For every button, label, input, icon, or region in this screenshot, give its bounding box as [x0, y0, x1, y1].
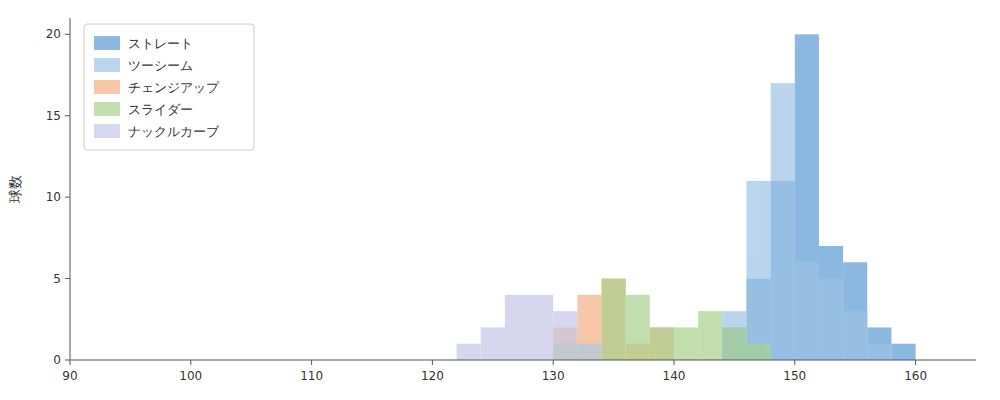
- series: [553, 279, 770, 360]
- bars: [457, 34, 916, 360]
- x-tick: [553, 360, 554, 365]
- y-tick-label: 5: [53, 272, 61, 286]
- bar: [602, 279, 626, 360]
- series: [722, 83, 891, 360]
- bar: [553, 311, 577, 360]
- x-tick: [915, 360, 916, 365]
- legend-label: ツーシーム: [128, 58, 193, 73]
- bar: [891, 344, 915, 360]
- series: [457, 295, 602, 360]
- y-tick: [65, 197, 70, 198]
- legend-swatch: [94, 124, 120, 138]
- x-tick-label: 150: [783, 369, 806, 383]
- x-tick-label: 160: [904, 369, 927, 383]
- bar: [505, 295, 529, 360]
- legend-label: チェンジアップ: [128, 80, 220, 95]
- bar: [457, 344, 481, 360]
- series: [553, 279, 674, 360]
- bar: [626, 295, 650, 360]
- y-tick-label: 15: [46, 109, 61, 123]
- y-tick: [65, 360, 70, 361]
- bar: [746, 344, 770, 360]
- x-tick: [311, 360, 312, 365]
- bar: [529, 295, 553, 360]
- legend-swatch: [94, 80, 120, 94]
- x-axis-line: [70, 360, 976, 361]
- y-axis-label: 球数: [7, 175, 23, 203]
- bar: [867, 344, 891, 360]
- x-tick: [674, 360, 675, 365]
- legend-swatch: [94, 36, 120, 50]
- bar: [722, 311, 746, 360]
- legend-swatch: [94, 102, 120, 116]
- bar: [819, 279, 843, 360]
- bar: [698, 311, 722, 360]
- bar: [795, 262, 819, 360]
- bar: [674, 327, 698, 360]
- y-tick: [65, 115, 70, 116]
- x-tick: [190, 360, 191, 365]
- legend: ストレートツーシームチェンジアップスライダーナックルカーブ: [84, 24, 254, 150]
- chart: 90 100 110 120 130 140 150 160 0 5 10 15 20 球数 ストレートツー…: [0, 0, 1000, 400]
- bar: [746, 181, 770, 360]
- legend-swatch: [94, 58, 120, 72]
- bar: [577, 344, 601, 360]
- bar: [819, 246, 843, 360]
- y-tick: [65, 34, 70, 35]
- x-tick: [70, 360, 71, 365]
- bar: [650, 327, 674, 360]
- x-tick: [432, 360, 433, 365]
- x-tick-label: 120: [421, 369, 444, 383]
- y-axis-line: [70, 18, 71, 360]
- legend-box: [84, 24, 254, 150]
- y-tick-label: 10: [46, 190, 61, 204]
- y-tick-label: 0: [53, 353, 61, 367]
- bar: [867, 327, 891, 360]
- bar: [771, 83, 795, 360]
- bar: [577, 344, 601, 360]
- series: [722, 34, 915, 360]
- bar: [843, 311, 867, 360]
- x-tick-label: 110: [300, 369, 323, 383]
- x-tick-label: 90: [62, 369, 77, 383]
- y-tick-label: 20: [46, 27, 61, 41]
- bar: [602, 279, 626, 360]
- x-tick: [794, 360, 795, 365]
- bar: [577, 295, 601, 360]
- legend-label: スライダー: [128, 102, 193, 117]
- legend-label: ナックルカーブ: [128, 124, 220, 139]
- bar: [722, 327, 746, 360]
- bar: [650, 327, 674, 360]
- bar: [843, 262, 867, 360]
- legend-label: ストレート: [128, 36, 193, 51]
- axes: 90 100 110 120 130 140 150 160 0 5 10 15 20: [46, 18, 976, 383]
- x-tick-label: 140: [663, 369, 686, 383]
- x-tick-label: 100: [179, 369, 202, 383]
- y-tick: [65, 278, 70, 279]
- bar: [481, 327, 505, 360]
- bar: [795, 34, 819, 360]
- x-tick-label: 130: [542, 369, 565, 383]
- bar: [722, 327, 746, 360]
